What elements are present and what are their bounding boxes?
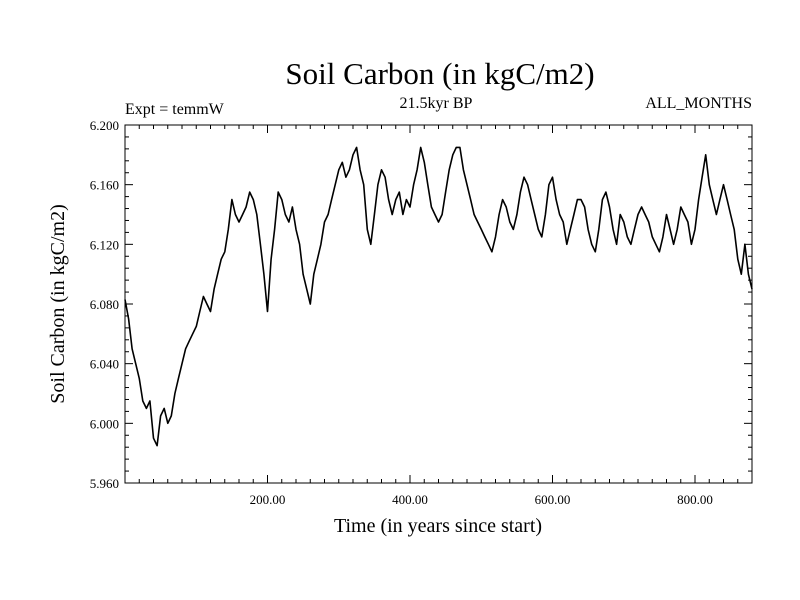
soil-carbon-series-line	[124, 146, 753, 447]
y-tick-label: 6.160	[90, 178, 119, 193]
y-tick-label: 6.040	[90, 357, 119, 372]
plot-frame	[124, 124, 753, 484]
x-tick-label: 800.00	[677, 492, 713, 507]
y-tick-label: 6.080	[90, 297, 119, 312]
y-tick-label: 6.000	[90, 416, 119, 431]
axis-ticks	[125, 124, 752, 484]
experiment-label: Expt = temmW	[125, 101, 225, 118]
x-tick-label: 200.00	[250, 492, 286, 507]
y-tick-labels: 5.960 6.000 6.040 6.080 6.120 6.160 6.200	[90, 118, 119, 491]
x-tick-label: 400.00	[392, 492, 428, 507]
chart-title: Soil Carbon (in kgC/m2)	[285, 56, 594, 91]
y-axis-label: Soil Carbon (in kgC/m2)	[47, 204, 69, 403]
x-tick-labels: 200.00 400.00 600.00 800.00	[250, 492, 713, 507]
x-axis-label: Time (in years since start)	[334, 515, 542, 537]
y-tick-label: 5.960	[90, 476, 119, 491]
y-tick-label: 6.200	[90, 118, 119, 133]
months-label: ALL_MONTHS	[645, 95, 752, 112]
period-label: 21.5kyr BP	[400, 95, 473, 112]
y-tick-label: 6.120	[90, 237, 119, 252]
x-tick-label: 600.00	[535, 492, 571, 507]
